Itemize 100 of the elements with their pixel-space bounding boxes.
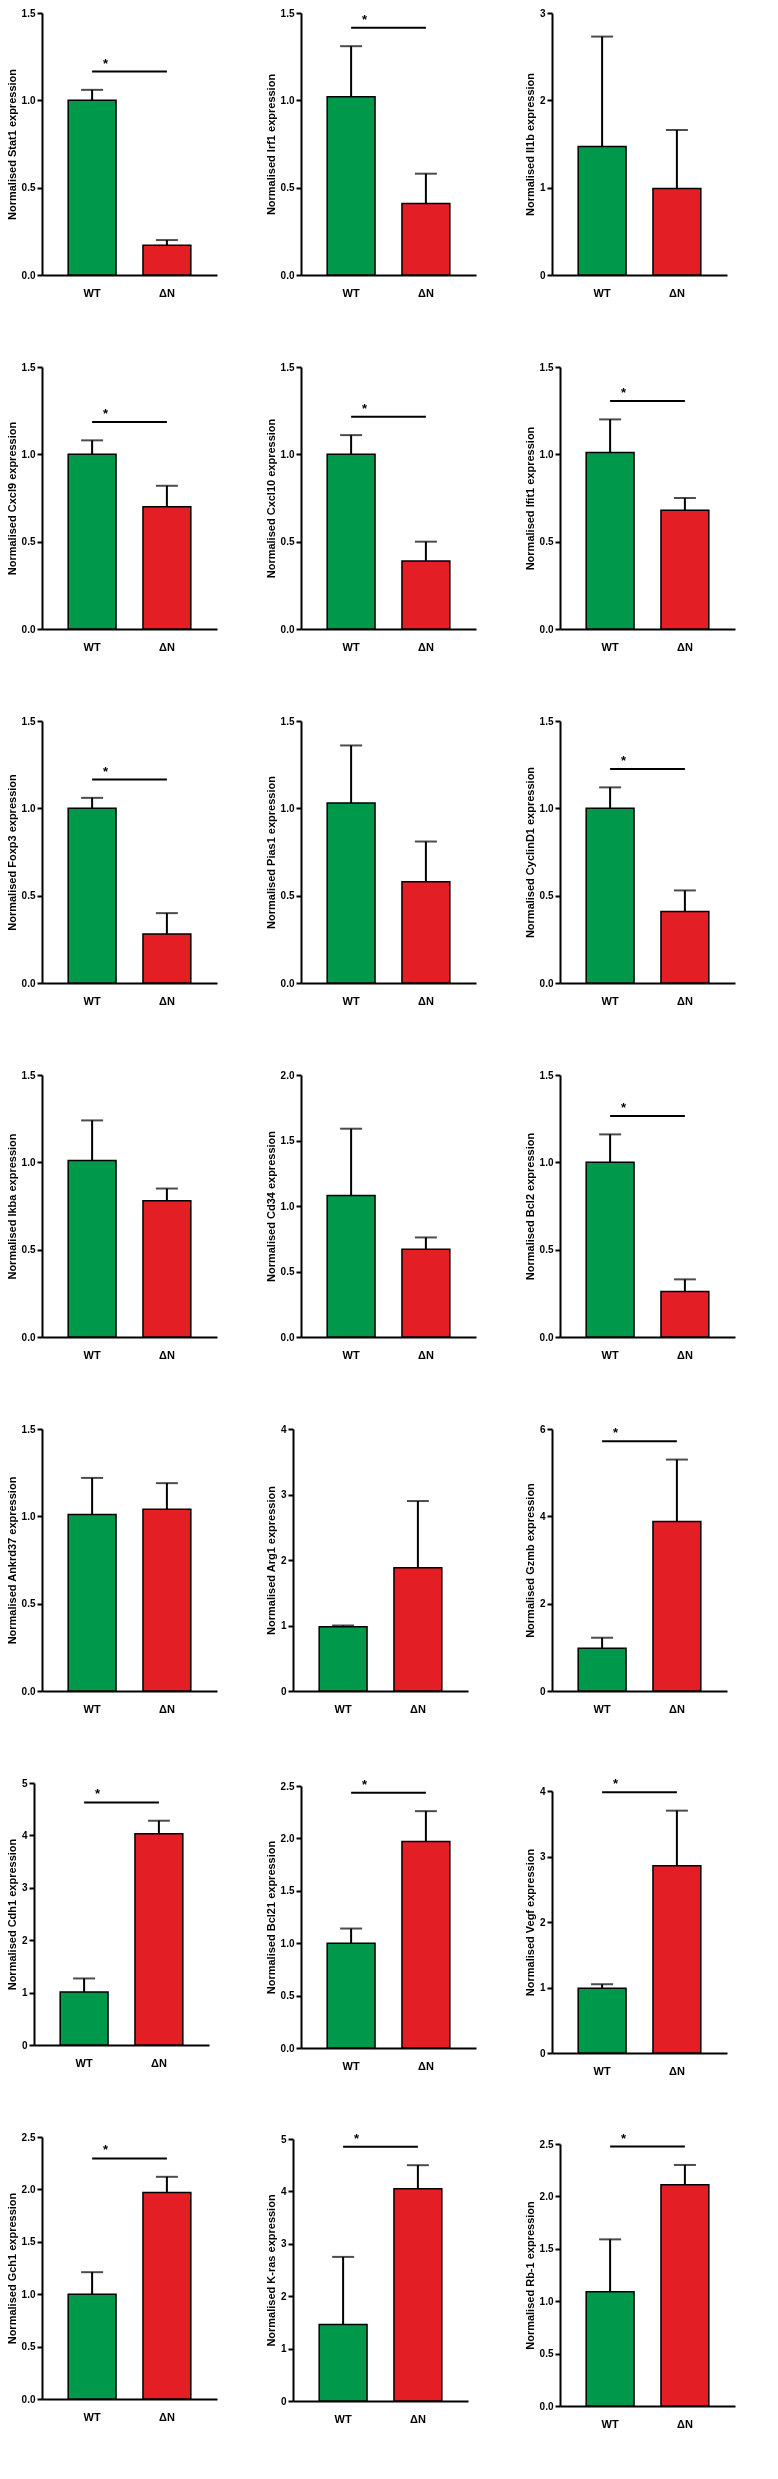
- x-tick-label: WT: [334, 2412, 352, 2425]
- y-tick-label: 0.0: [280, 1331, 295, 1343]
- x-tick-label: WT: [83, 1348, 101, 1361]
- x-tick-label: WT: [593, 286, 611, 299]
- annotation: *: [362, 11, 369, 27]
- y-tick-label: 4: [539, 1510, 546, 1522]
- y-tick-label: 0.0: [539, 977, 554, 989]
- y-tick-label: 0.5: [21, 536, 36, 548]
- y-tick-label: 1.5: [21, 361, 36, 373]
- y-tick-label: 0.5: [21, 890, 36, 902]
- y-tick-label: 1.5: [539, 361, 554, 373]
- y-tick-label: 3: [539, 7, 546, 19]
- y-tick-label: 2.0: [21, 2183, 36, 2195]
- x-tick-label: ΔN: [676, 2417, 693, 2430]
- y-tick-label: 0.0: [21, 1685, 36, 1697]
- y-tick-label: 2: [280, 1554, 287, 1566]
- y-tick-label: 1.5: [21, 2236, 36, 2248]
- x-tick-label: ΔN: [668, 2064, 685, 2077]
- y-axis-title: Normalised Cxcl9 expression: [5, 421, 18, 576]
- y-tick-label: 1.5: [539, 715, 554, 727]
- y-tick-label: 2: [539, 1916, 546, 1928]
- y-tick-label: 1.0: [280, 94, 295, 106]
- x-tick-label: WT: [83, 994, 101, 1007]
- y-tick-label: 0.0: [21, 269, 36, 281]
- y-axis-title: Normalised Vegf expression: [523, 1848, 536, 1997]
- y-axis-title: Normalised Ifit1 expression: [523, 426, 536, 571]
- y-tick-label: 2: [539, 1598, 546, 1610]
- y-tick-label: 3: [280, 1489, 287, 1500]
- y-tick-label: 0.0: [21, 1331, 36, 1343]
- x-tick-label: WT: [342, 286, 360, 299]
- y-axis-title: Normalised Ankrd37 expression: [5, 1476, 18, 1645]
- y-tick-label: 1.0: [539, 2295, 554, 2307]
- y-tick-label: 1.5: [280, 361, 295, 373]
- x-tick-label: WT: [342, 1348, 360, 1361]
- x-tick-label: ΔN: [158, 1348, 175, 1361]
- y-tick-label: 0.5: [539, 536, 554, 548]
- y-tick-label: 1.0: [539, 1156, 554, 1168]
- y-tick-label: 1: [280, 1620, 287, 1631]
- y-tick-label: 0: [539, 2047, 546, 2059]
- annotation: *: [621, 1100, 628, 1116]
- y-axis-title: Normalised CyclinD1 expression: [523, 766, 536, 939]
- x-tick-label: WT: [593, 2064, 611, 2077]
- x-tick-label: ΔN: [668, 286, 685, 299]
- y-axis-title: Normalised Ikba expression: [5, 1133, 18, 1280]
- y-axis-title: Normalised Irf1 expression: [264, 73, 277, 216]
- x-tick-label: ΔN: [150, 2056, 167, 2069]
- y-tick-label: 1.0: [21, 2288, 36, 2300]
- x-tick-label: ΔN: [158, 2410, 175, 2423]
- annotation: *: [621, 2130, 628, 2146]
- y-tick-label: 0.0: [280, 269, 295, 281]
- y-tick-label: 1.5: [280, 715, 295, 727]
- x-tick-label: WT: [75, 2056, 93, 2069]
- y-tick-label: 1.0: [21, 802, 36, 814]
- y-tick-label: 1.0: [280, 802, 295, 814]
- y-tick-label: 0: [280, 1685, 287, 1697]
- y-tick-label: 4: [280, 2185, 287, 2197]
- y-tick-label: 4: [280, 1423, 287, 1435]
- y-tick-label: 0.5: [539, 890, 554, 902]
- y-tick-label: 2: [539, 94, 546, 106]
- y-tick-label: 0.0: [539, 623, 554, 635]
- y-axis-title: Normalised K-ras expression: [264, 2194, 277, 2347]
- y-tick-label: 0.0: [280, 2042, 295, 2054]
- x-tick-label: WT: [601, 994, 619, 1007]
- y-tick-label: 1.0: [280, 1200, 295, 1212]
- y-tick-label: 1: [21, 1987, 28, 1999]
- x-tick-label: WT: [601, 1348, 619, 1361]
- y-axis-title: Normalised Foxp3 expression: [5, 773, 18, 931]
- y-tick-label: 0: [539, 1685, 546, 1697]
- annotation: *: [613, 1425, 620, 1441]
- y-axis-title: Normalised Cdh1 expression: [5, 1838, 18, 1991]
- x-tick-label: WT: [593, 1702, 611, 1715]
- y-tick-label: 1.0: [539, 448, 554, 460]
- y-tick-label: 0.5: [539, 2348, 554, 2360]
- y-tick-label: 3: [280, 2238, 287, 2250]
- x-tick-label: WT: [601, 2417, 619, 2430]
- y-tick-label: 0.0: [539, 2400, 554, 2412]
- y-tick-label: 0.0: [21, 623, 36, 635]
- y-tick-label: 0.5: [21, 1244, 36, 1256]
- y-axis-title: Normalised Il1b expression: [523, 72, 536, 217]
- annotation: *: [621, 385, 628, 401]
- annotation: *: [354, 2130, 361, 2146]
- y-tick-label: 0.5: [280, 536, 295, 548]
- y-tick-label: 1.0: [21, 1510, 36, 1522]
- annotation: *: [103, 763, 110, 779]
- x-tick-label: WT: [342, 640, 360, 653]
- y-tick-label: 4: [539, 1785, 546, 1797]
- y-tick-label: 1.5: [21, 715, 36, 727]
- y-tick-label: 0.0: [280, 623, 295, 635]
- x-tick-label: ΔN: [676, 640, 693, 653]
- y-tick-label: 1.5: [280, 1135, 295, 1146]
- y-tick-label: 0.0: [21, 2393, 36, 2405]
- x-tick-label: ΔN: [158, 640, 175, 653]
- y-axis-title: Normalised Pias1 expression: [264, 775, 277, 929]
- x-tick-label: WT: [83, 640, 101, 653]
- x-tick-label: WT: [83, 2410, 101, 2423]
- x-tick-label: ΔN: [158, 1702, 175, 1715]
- y-axis-title: Normalised Gzmb expression: [523, 1482, 536, 1638]
- y-axis-title: Normalised Rb-1 expression: [523, 2200, 536, 2350]
- x-tick-label: ΔN: [668, 1702, 685, 1715]
- y-tick-label: 3: [21, 1882, 28, 1894]
